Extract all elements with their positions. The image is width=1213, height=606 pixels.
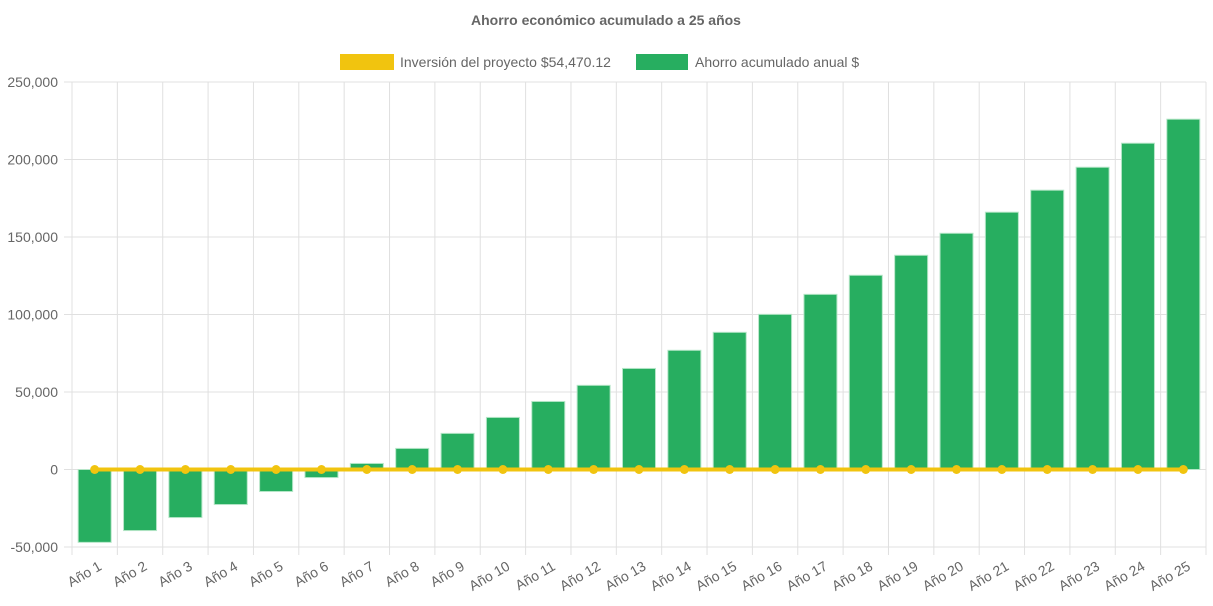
x-tick-label: Año 15 <box>693 558 740 594</box>
x-tick-label: Año 6 <box>291 558 331 590</box>
bar-savings[interactable] <box>712 331 747 471</box>
x-tick-label: Año 2 <box>110 558 150 590</box>
investment-point[interactable] <box>725 465 735 474</box>
y-tick-label: -50,000 <box>11 539 59 555</box>
bar-savings[interactable] <box>440 432 475 471</box>
legend-label-savings[interactable]: Ahorro acumulado anual $ <box>695 54 859 70</box>
x-tick-label: Año 11 <box>512 558 558 594</box>
investment-point[interactable] <box>770 465 780 474</box>
investment-point[interactable] <box>135 465 145 474</box>
x-tick-label: Año 10 <box>466 558 513 594</box>
x-tick-label: Año 9 <box>427 558 467 590</box>
x-tick-label: Año 19 <box>874 558 921 594</box>
x-tick-label: Año 12 <box>557 558 604 594</box>
legend-label-investment[interactable]: Inversión del proyecto $54,470.12 <box>400 54 611 70</box>
investment-point[interactable] <box>498 465 508 474</box>
investment-point[interactable] <box>1088 465 1098 474</box>
x-tick-label: Año 4 <box>201 558 241 590</box>
bar-savings[interactable] <box>123 469 158 532</box>
bar-savings[interactable] <box>984 211 1019 470</box>
y-tick-label: 100,000 <box>7 307 58 323</box>
bar-savings[interactable] <box>667 349 702 470</box>
investment-point[interactable] <box>453 465 463 474</box>
bar-savings[interactable] <box>576 384 611 470</box>
investment-point[interactable] <box>815 465 825 474</box>
bar-savings[interactable] <box>1120 142 1155 470</box>
legend-swatch-investment[interactable] <box>340 54 394 70</box>
bar-savings[interactable] <box>1166 118 1201 470</box>
y-tick-label: 150,000 <box>7 229 58 245</box>
investment-point[interactable] <box>1178 465 1188 474</box>
chart-title: Ahorro económico acumulado a 25 años <box>471 12 741 28</box>
investment-point[interactable] <box>861 465 871 474</box>
investment-point[interactable] <box>226 465 236 474</box>
x-tick-label: Año 18 <box>829 558 876 594</box>
investment-point[interactable] <box>316 465 326 474</box>
bar-savings[interactable] <box>848 274 883 470</box>
investment-point[interactable] <box>906 465 916 474</box>
y-tick-label: 250,000 <box>7 74 58 90</box>
x-tick-label: Año 7 <box>337 558 377 590</box>
x-tick-label: Año 8 <box>382 558 422 590</box>
investment-point[interactable] <box>997 465 1007 474</box>
investment-point[interactable] <box>271 465 281 474</box>
investment-point[interactable] <box>634 465 644 474</box>
bar-savings[interactable] <box>485 416 520 471</box>
bar-savings[interactable] <box>168 469 203 519</box>
bar-savings[interactable] <box>77 469 112 543</box>
x-tick-label: Año 23 <box>1056 558 1103 594</box>
bar-savings[interactable] <box>213 469 248 506</box>
x-tick-label: Año 21 <box>965 558 1012 594</box>
bar-savings[interactable] <box>894 254 929 470</box>
y-tick-label: 0 <box>50 462 58 478</box>
legend-swatch-savings[interactable] <box>636 54 688 70</box>
bar-savings[interactable] <box>1030 189 1065 470</box>
investment-point[interactable] <box>543 465 553 474</box>
investment-point[interactable] <box>589 465 599 474</box>
x-tick-label: Año 25 <box>1146 558 1193 594</box>
investment-point[interactable] <box>180 465 190 474</box>
legend: Inversión del proyecto $54,470.12 Ahorro… <box>340 54 859 70</box>
x-tick-label: Año 17 <box>784 558 831 594</box>
investment-point[interactable] <box>679 465 689 474</box>
investment-point[interactable] <box>1042 465 1052 474</box>
y-tick-label: 50,000 <box>15 384 58 400</box>
investment-point[interactable] <box>407 465 417 474</box>
x-tick-label: Año 5 <box>246 558 286 590</box>
investment-point[interactable] <box>362 465 372 474</box>
x-tick-label: Año 14 <box>647 558 694 594</box>
bar-savings[interactable] <box>622 367 656 470</box>
bar-savings[interactable] <box>758 313 793 470</box>
y-tick-label: 200,000 <box>7 152 58 168</box>
investment-point[interactable] <box>1133 465 1143 474</box>
bar-savings[interactable] <box>939 232 974 470</box>
investment-point[interactable] <box>952 465 962 474</box>
x-tick-label: Año 3 <box>155 558 195 590</box>
x-tick-label: Año 16 <box>738 558 785 594</box>
x-tick-label: Año 22 <box>1010 558 1057 594</box>
x-tick-label: Año 20 <box>920 558 967 594</box>
bar-savings[interactable] <box>803 293 838 470</box>
x-tick-label: Año 24 <box>1101 558 1148 594</box>
x-tick-label: Año 1 <box>64 558 104 590</box>
x-tick-label: Año 13 <box>602 558 649 594</box>
bar-savings[interactable] <box>531 400 566 470</box>
investment-point[interactable] <box>90 465 100 474</box>
bar-savings[interactable] <box>1075 166 1110 470</box>
